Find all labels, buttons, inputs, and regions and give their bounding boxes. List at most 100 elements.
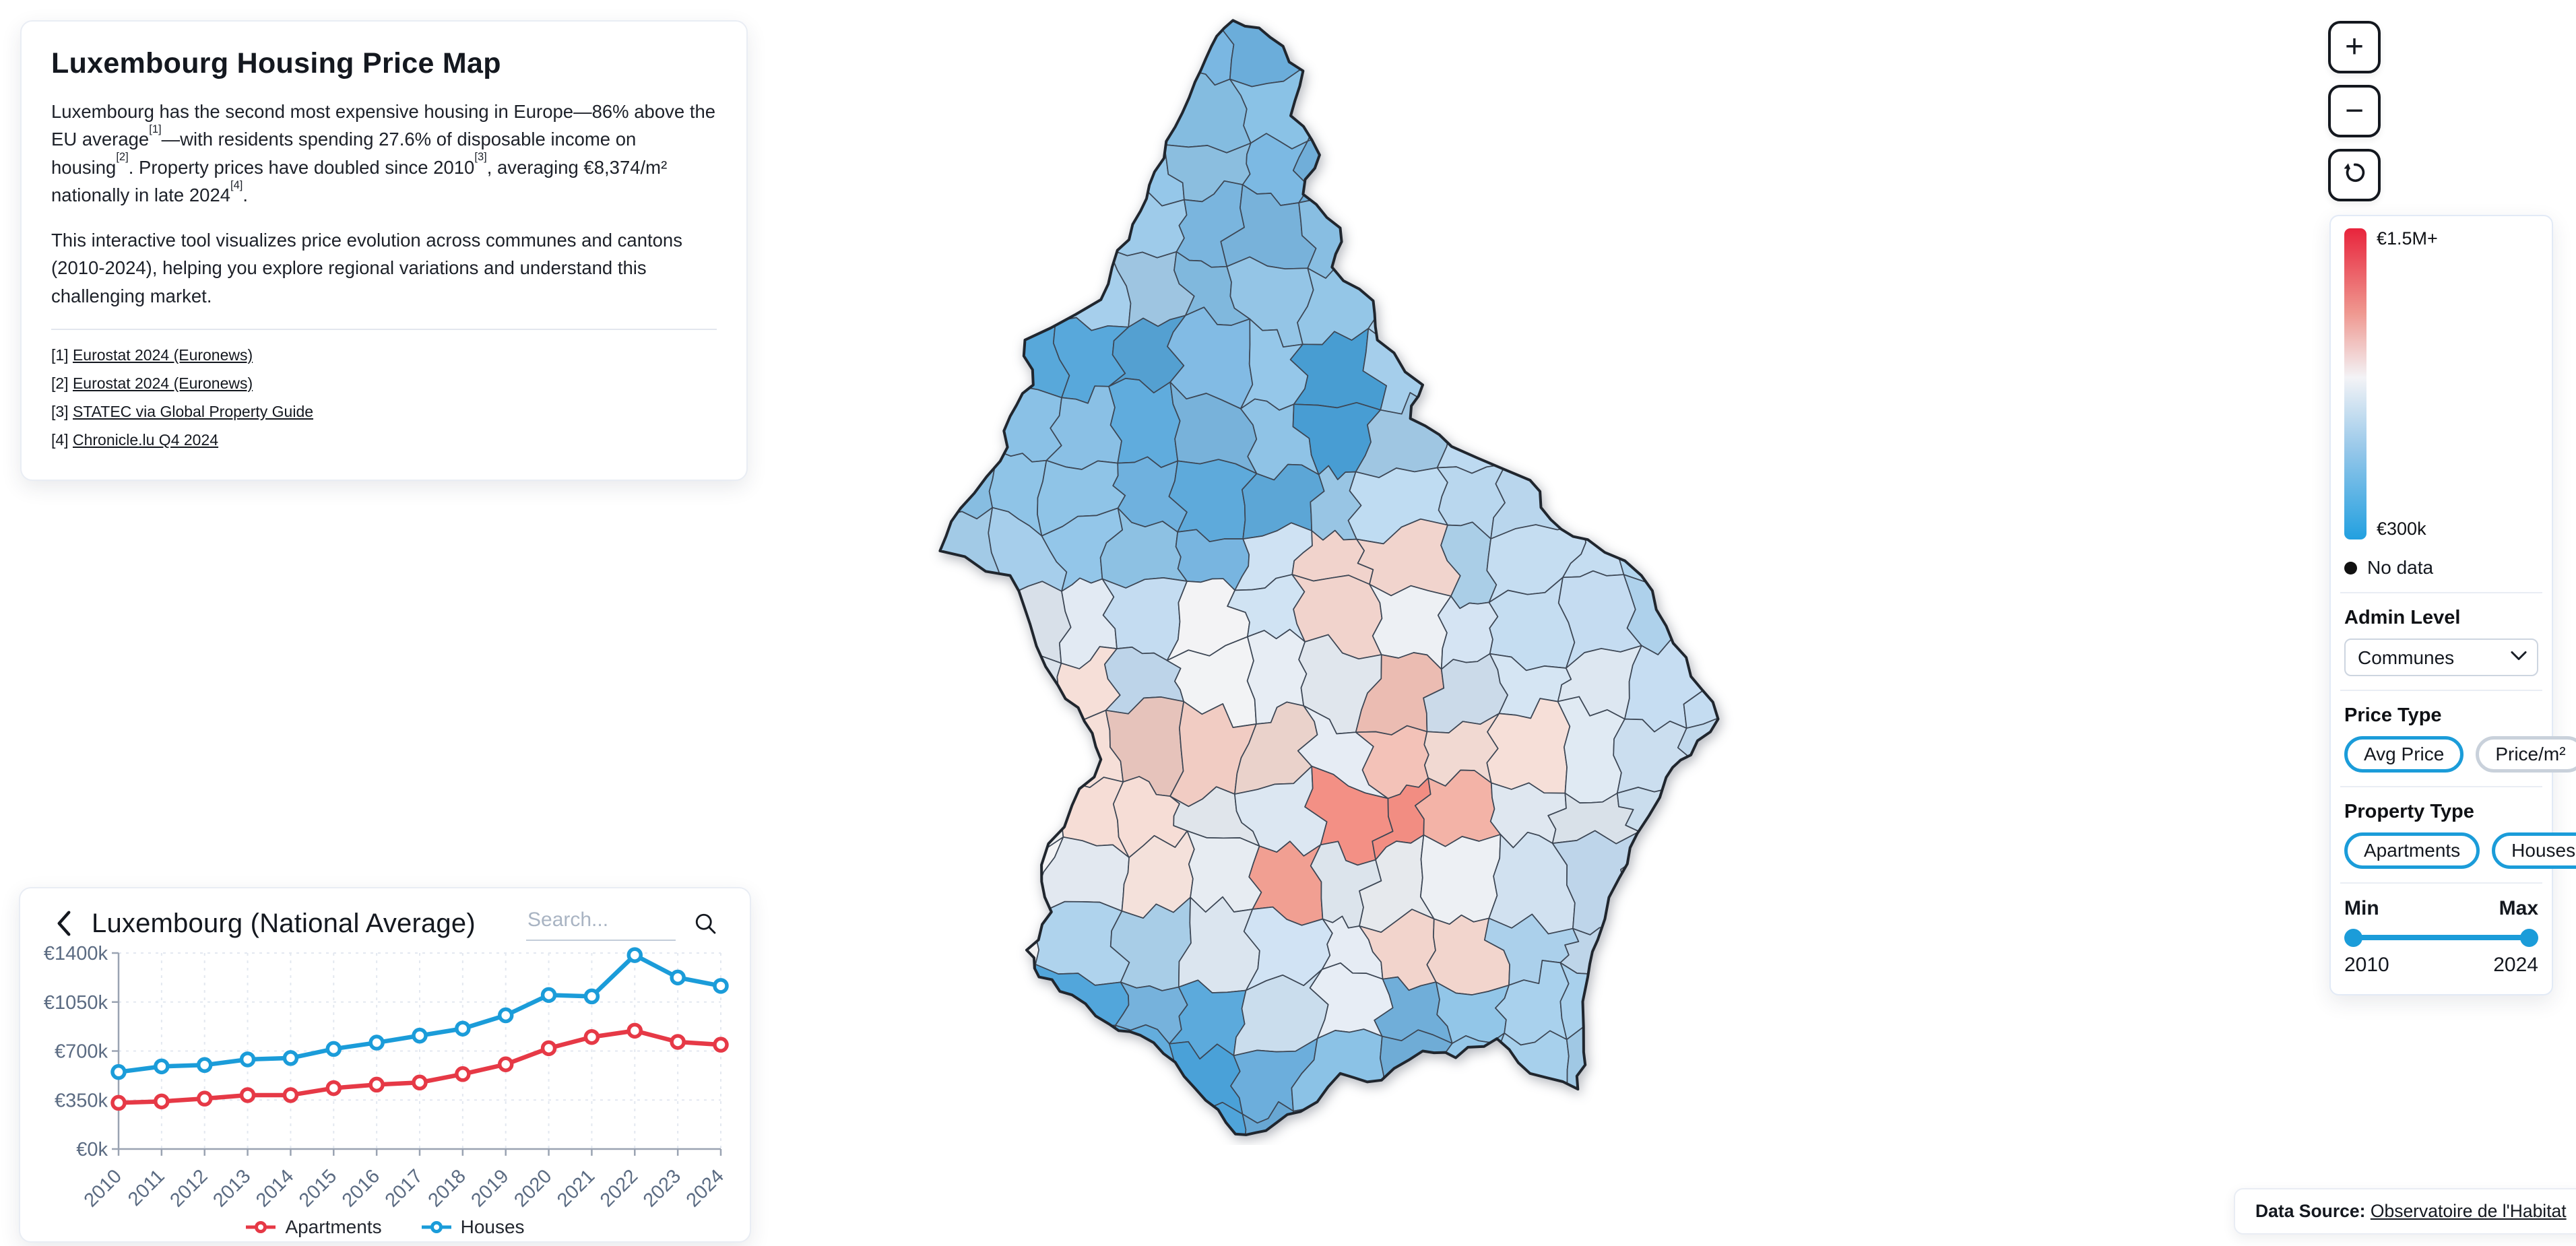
data-source-prefix: Data Source:	[2255, 1201, 2366, 1221]
footnote-list: [1] Eurostat 2024 (Euronews) [2] Eurostat…	[51, 346, 717, 449]
map-commune[interactable]	[1380, 1029, 1453, 1120]
price-type-toggle: Avg Price Price/m²	[2344, 736, 2576, 773]
min-year-handle[interactable]	[2344, 929, 2362, 947]
property-type-label: Property Type	[2344, 801, 2474, 822]
intro-paragraph-2: This interactive tool visualizes price e…	[51, 230, 682, 306]
data-point	[110, 1094, 127, 1111]
svg-text:2014: 2014	[252, 1165, 298, 1211]
footnote-divider	[51, 328, 717, 330]
svg-text:2019: 2019	[467, 1165, 513, 1211]
map-commune[interactable]	[1677, 713, 1762, 804]
data-point	[368, 1035, 385, 1051]
data-point	[670, 969, 686, 986]
data-point	[239, 1087, 256, 1103]
map-commune[interactable]	[1180, 7, 1235, 86]
range-min-label: Min	[2344, 897, 2379, 919]
year-range-slider[interactable]	[2344, 929, 2538, 947]
data-point	[412, 1027, 428, 1044]
page-title: Luxembourg Housing Price Map	[51, 47, 501, 79]
data-point	[497, 1056, 514, 1072]
footnote-link[interactable]: Chronicle.lu Q4 2024	[72, 430, 219, 449]
minus-icon: −	[2344, 93, 2364, 129]
data-point	[583, 1028, 600, 1045]
data-point	[154, 1058, 170, 1075]
data-point	[713, 1037, 729, 1053]
reset-view-button[interactable]	[2328, 149, 2381, 201]
svg-text:2020: 2020	[510, 1165, 556, 1211]
slider-track	[2346, 935, 2537, 940]
map-commune[interactable]	[1178, 896, 1260, 993]
footnote-link[interactable]: Eurostat 2024 (Euronews)	[72, 346, 253, 364]
chevron-left-icon	[57, 911, 71, 936]
data-point	[626, 1022, 643, 1039]
no-data-dot-icon	[2344, 561, 2357, 575]
svg-text:2022: 2022	[596, 1165, 642, 1211]
svg-text:2016: 2016	[338, 1165, 384, 1211]
data-point	[368, 1076, 385, 1093]
search-input[interactable]	[526, 906, 676, 941]
data-point	[455, 1020, 471, 1037]
price-type-avg-price[interactable]: Avg Price	[2344, 736, 2464, 773]
map-commune[interactable]	[979, 958, 1045, 1063]
data-point	[239, 1051, 256, 1068]
svg-text:€1400k: €1400k	[44, 944, 108, 964]
map-commune[interactable]	[1566, 1026, 1642, 1109]
map-commune[interactable]	[973, 581, 1072, 664]
legend-item-apartments[interactable]: Apartments	[245, 1216, 382, 1238]
back-button[interactable]	[55, 910, 73, 937]
footnote-link[interactable]: STATEC via Global Property Guide	[72, 402, 314, 420]
price-type-price-m[interactable]: Price/m²	[2476, 736, 2576, 773]
footnote-ref[interactable]: [2]	[116, 151, 129, 164]
data-source-link[interactable]: Observatoire de l'Habitat	[2370, 1201, 2567, 1221]
map-commune[interactable]	[1295, 67, 1380, 152]
data-point	[325, 1080, 342, 1096]
admin-level-label: Admin Level	[2344, 607, 2461, 628]
map-commune[interactable]	[1292, 133, 1392, 203]
min-year-value: 2010	[2344, 954, 2389, 976]
rotate-ccw-icon	[2340, 158, 2369, 193]
map-commune[interactable]	[1298, 183, 1388, 279]
zoom-in-button[interactable]: +	[2328, 21, 2381, 73]
scale-min-label: €300k	[2377, 519, 2426, 539]
footnote-ref[interactable]: [3]	[474, 151, 487, 164]
data-point	[626, 947, 643, 963]
svg-text:2021: 2021	[553, 1165, 599, 1211]
legend-item-houses[interactable]: Houses	[421, 1216, 525, 1238]
map-commune[interactable]	[1033, 1024, 1132, 1118]
map-commune[interactable]	[1617, 500, 1712, 584]
data-point	[196, 1090, 213, 1107]
svg-text:2011: 2011	[124, 1165, 169, 1210]
property-type-houses[interactable]: Houses	[2492, 832, 2576, 869]
series-marker-icon	[421, 1221, 451, 1233]
footnote-ref[interactable]: [4]	[230, 178, 243, 191]
property-type-apartments[interactable]: Apartments	[2344, 832, 2480, 869]
svg-text:2010: 2010	[80, 1165, 126, 1211]
map-commune[interactable]	[1367, 265, 1445, 343]
map-commune[interactable]	[962, 647, 1068, 727]
legend-gradient-bar	[2344, 228, 2366, 539]
map-commune[interactable]	[1419, 834, 1502, 925]
footnote-ref[interactable]: [1]	[149, 123, 162, 136]
chart-title: Luxembourg (National Average)	[92, 908, 476, 938]
svg-text:2012: 2012	[166, 1165, 212, 1211]
map-commune[interactable]	[1108, 378, 1181, 468]
svg-text:2024: 2024	[682, 1165, 728, 1211]
footnote-link[interactable]: Eurostat 2024 (Euronews)	[72, 374, 253, 392]
map-commune[interactable]	[1436, 385, 1521, 474]
zoom-out-button[interactable]: −	[2328, 85, 2381, 137]
map-commune[interactable]	[920, 506, 1000, 611]
search-icon[interactable]	[693, 911, 717, 936]
map-commune[interactable]	[1559, 962, 1634, 1043]
admin-level-select[interactable]: Communes	[2344, 638, 2538, 676]
data-point	[196, 1057, 213, 1074]
legend-panel: €1.5M+ €300k No data Admin Level Commune…	[2329, 215, 2576, 995]
series-marker-icon	[246, 1221, 276, 1233]
choropleth-map[interactable]	[920, 7, 1762, 1145]
svg-text:€0k: €0k	[76, 1139, 108, 1160]
data-point	[154, 1093, 170, 1110]
svg-text:2023: 2023	[639, 1165, 685, 1211]
svg-text:€700k: €700k	[55, 1041, 108, 1063]
svg-text:2015: 2015	[295, 1165, 341, 1211]
range-max-label: Max	[2499, 897, 2538, 919]
max-year-handle[interactable]	[2520, 929, 2538, 947]
